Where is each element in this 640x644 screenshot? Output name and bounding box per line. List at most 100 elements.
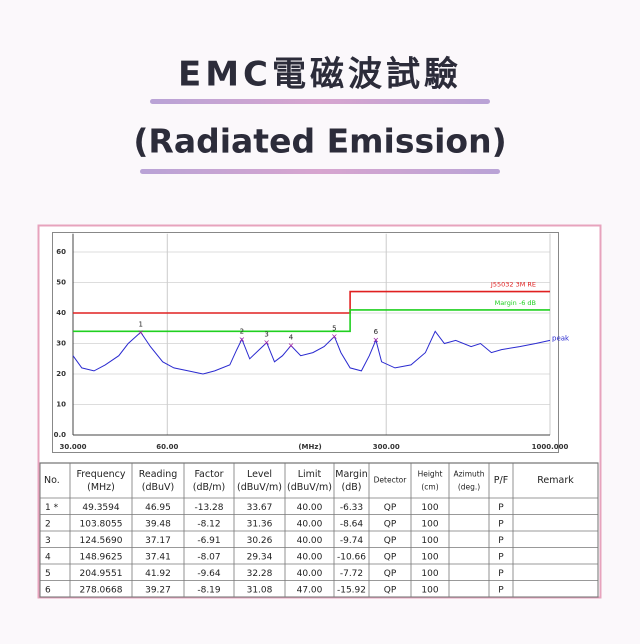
legend-entry: J55032 3M RE <box>490 281 536 289</box>
table-cell: 100 <box>421 503 438 513</box>
table-cell: P <box>498 569 504 579</box>
y-tick-label: 50 <box>56 279 66 287</box>
header-cell: Level <box>247 469 272 480</box>
x-tick-label: 300.00 <box>373 443 400 451</box>
x-axis-label: (MHz) <box>298 443 321 451</box>
table-cell: QP <box>384 536 397 546</box>
marker-label: 4 <box>289 334 294 342</box>
x-tick-label: 30.000 <box>59 443 86 451</box>
marker-label: 2 <box>240 327 244 335</box>
table-cell: 103.8055 <box>80 519 123 529</box>
table-cell: -15.92 <box>337 585 366 595</box>
header-cell: (MHz) <box>87 482 115 493</box>
table-cell: -9.64 <box>197 569 221 579</box>
table-cell: -8.07 <box>197 552 220 562</box>
header-cell: Reading <box>139 469 178 480</box>
y-tick-label: 0.0 <box>54 431 67 439</box>
y-tick-label: 20 <box>56 370 66 378</box>
y-tick-label: 30 <box>56 340 66 348</box>
table-cell: 40.00 <box>297 536 323 546</box>
table-cell: 29.34 <box>247 552 273 562</box>
title: EMC電磁波試驗 <box>178 55 462 95</box>
table-cell: 37.17 <box>145 536 171 546</box>
table-cell: 32.28 <box>247 569 273 579</box>
y-tick-label: 60 <box>56 248 66 256</box>
table-cell: 1 * <box>45 503 59 513</box>
series-line <box>73 309 550 333</box>
marker: × <box>373 336 380 345</box>
table-cell: 46.95 <box>145 503 171 513</box>
table-cell: 31.08 <box>247 585 273 595</box>
header-cell: Remark <box>537 475 574 486</box>
table-cell: 100 <box>421 569 438 579</box>
table-cell: 5 <box>45 569 51 579</box>
table-cell: 30.26 <box>247 536 273 546</box>
series-line <box>72 330 551 375</box>
table-cell: 37.41 <box>145 552 171 562</box>
header-cell: P/F <box>494 475 508 486</box>
marker-label: 3 <box>264 331 268 339</box>
header-cell: Factor <box>194 469 223 480</box>
header-cell: (dBuV/m) <box>237 482 282 493</box>
table-cell: 33.67 <box>247 503 273 513</box>
table-cell: P <box>498 585 504 595</box>
table-cell: QP <box>384 503 397 513</box>
table-cell: P <box>498 519 504 529</box>
header-cell: (deg.) <box>458 483 480 492</box>
marker: × <box>137 328 144 337</box>
header-cell: (dBuV) <box>142 482 174 493</box>
table-cell: QP <box>384 585 397 595</box>
marker-label: 6 <box>374 328 379 336</box>
subtitle: (Radiated Emission) <box>133 122 506 161</box>
table-cell: QP <box>384 552 397 562</box>
table-cell: 3 <box>45 536 51 546</box>
legend-entry: peak <box>552 334 570 342</box>
header-cell: Frequency <box>76 469 125 480</box>
subtitle-underline <box>140 169 500 174</box>
table-cell: -6.33 <box>340 503 363 513</box>
marker: × <box>331 332 338 341</box>
table-cell: P <box>498 503 504 513</box>
table-cell: 100 <box>421 585 438 595</box>
table-cell: 39.48 <box>145 519 171 529</box>
title-underline <box>150 99 490 104</box>
table-cell: 4 <box>45 552 51 562</box>
table-cell: 31.36 <box>247 519 273 529</box>
table-frame <box>39 462 599 598</box>
legend-entry: Margin -6 dB <box>495 299 536 307</box>
table-cell: -6.91 <box>197 536 220 546</box>
marker: × <box>288 341 295 350</box>
table-cell: 100 <box>421 519 438 529</box>
table-cell: 124.5690 <box>80 536 123 546</box>
table-cell: 40.00 <box>297 503 323 513</box>
table-cell: QP <box>384 569 397 579</box>
header-cell: Limit <box>298 469 322 480</box>
y-tick-label: 10 <box>56 401 66 409</box>
header-cell: (cm) <box>421 483 438 492</box>
table-cell: -8.12 <box>197 519 220 529</box>
table-cell: 40.00 <box>297 552 323 562</box>
header-cell: (dB) <box>342 482 362 493</box>
table-cell: 6 <box>45 585 51 595</box>
marker: × <box>239 335 246 344</box>
table-cell: -8.19 <box>197 585 221 595</box>
table-cell: P <box>498 552 504 562</box>
plot-frame <box>52 232 559 453</box>
x-tick-label: 1000.000 <box>532 443 569 451</box>
header-cell: Detector <box>374 476 408 485</box>
x-tick-label: 60.00 <box>156 443 178 451</box>
table-cell: -13.28 <box>194 503 223 513</box>
series-line <box>73 290 550 314</box>
marker-label: 5 <box>332 325 336 333</box>
table-cell: 100 <box>421 536 438 546</box>
table-cell: 47.00 <box>297 585 323 595</box>
header-cell: No. <box>44 475 60 486</box>
header-cell: (dB/m) <box>193 482 225 493</box>
table-cell: QP <box>384 519 397 529</box>
table-cell: 40.00 <box>297 519 323 529</box>
table-cell: 100 <box>421 552 438 562</box>
header-cell: (dBuV/m) <box>287 482 332 493</box>
y-tick-label: 40 <box>56 309 66 317</box>
